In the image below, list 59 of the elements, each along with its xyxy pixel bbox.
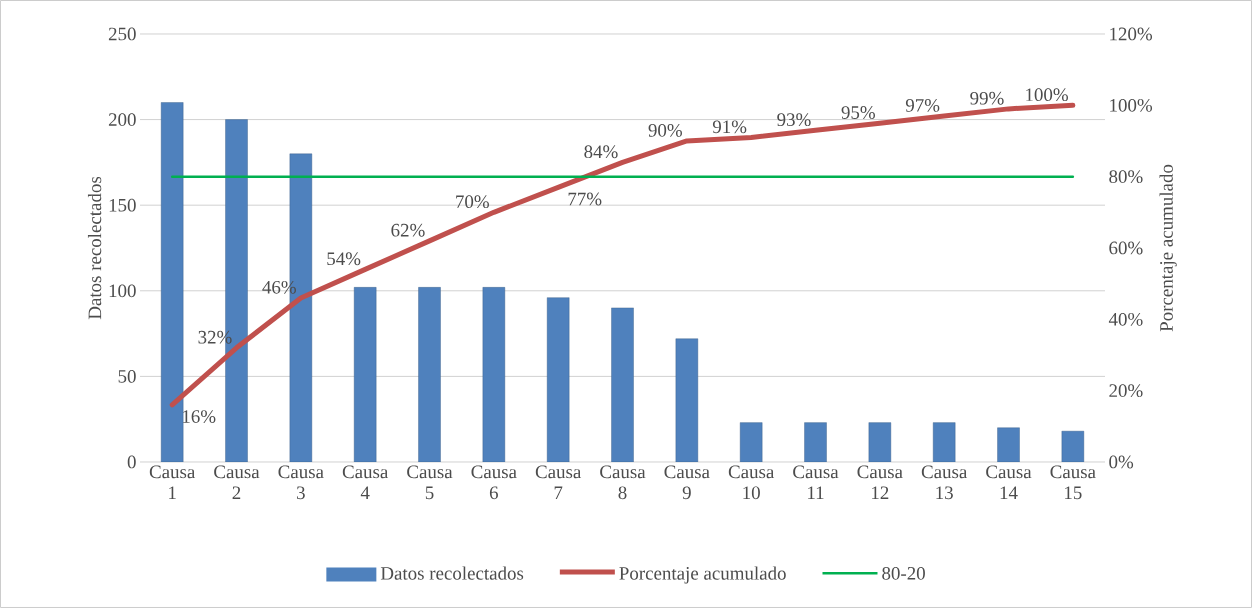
x-tick-label: Causa 5 xyxy=(407,465,453,500)
y2-tick-label: 100% xyxy=(1110,98,1153,112)
bar xyxy=(160,102,184,462)
y-tick-label: 100 xyxy=(109,284,136,298)
x-tick-label: Causa 7 xyxy=(535,465,582,499)
data-label: 84% xyxy=(584,145,618,159)
x-tick-label: Causa 9 xyxy=(664,465,710,500)
legend-label: Datos recolectados xyxy=(380,566,524,580)
x-tick-label: Causa 1 xyxy=(149,465,196,499)
y-tick-label: 200 xyxy=(108,113,136,126)
y2-tick-label: 80% xyxy=(1109,170,1143,184)
bar xyxy=(611,307,634,462)
y2-axis-title: Porcentaje acumulado xyxy=(1159,164,1177,332)
y2-tick-label: 120% xyxy=(1110,27,1153,41)
bar xyxy=(418,287,441,462)
x-tick-label: Causa 12 xyxy=(857,465,903,499)
data-label: 97% xyxy=(905,98,940,112)
bar xyxy=(675,338,699,462)
y-tick-label: 250 xyxy=(108,27,136,41)
y-tick-label: 50 xyxy=(118,370,136,383)
y2-tick-label: 0% xyxy=(1109,455,1134,469)
bar xyxy=(868,422,892,462)
x-tick-label: Causa 13 xyxy=(921,465,968,500)
y2-tick-label: 60% xyxy=(1109,241,1143,255)
data-label: 62% xyxy=(391,223,425,237)
bar xyxy=(932,422,956,462)
data-label: 100% xyxy=(1026,88,1068,102)
bar xyxy=(804,422,827,462)
bar xyxy=(482,287,506,462)
x-tick-label: Causa 15 xyxy=(1050,465,1096,500)
data-label: 54% xyxy=(327,252,361,266)
legend-label: Porcentaje acumulado xyxy=(619,566,786,584)
y-axis-title: Datos recolectados xyxy=(87,176,102,320)
x-tick-label: Causa 11 xyxy=(793,465,839,499)
data-label: 99% xyxy=(970,91,1004,105)
x-tick-label: Causa 2 xyxy=(214,465,260,499)
bar xyxy=(739,422,763,462)
data-label: 16% xyxy=(183,410,216,423)
legend-label: 80-20 xyxy=(882,566,925,580)
data-label: 70% xyxy=(456,195,489,209)
x-tick-label: Causa 14 xyxy=(986,465,1032,499)
x-tick-label: Causa 4 xyxy=(342,465,389,499)
data-label: 77% xyxy=(568,192,602,206)
data-label: 90% xyxy=(648,123,682,137)
bar xyxy=(353,287,377,462)
x-tick-label: Causa 10 xyxy=(728,465,775,500)
data-label: 93% xyxy=(777,113,811,127)
x-tick-label: Causa 6 xyxy=(471,465,517,500)
y2-tick-label: 20% xyxy=(1109,384,1143,398)
bar xyxy=(546,297,570,462)
x-tick-label: Causa 3 xyxy=(278,465,324,500)
y-tick-label: 150 xyxy=(109,198,136,212)
bar xyxy=(1061,430,1085,462)
y-tick-label: 0 xyxy=(127,455,136,469)
x-tick-label: Causa 8 xyxy=(600,465,646,500)
bar xyxy=(997,427,1020,462)
y2-tick-label: 40% xyxy=(1108,312,1143,326)
data-label: 95% xyxy=(841,106,875,119)
data-label: 91% xyxy=(712,120,747,134)
